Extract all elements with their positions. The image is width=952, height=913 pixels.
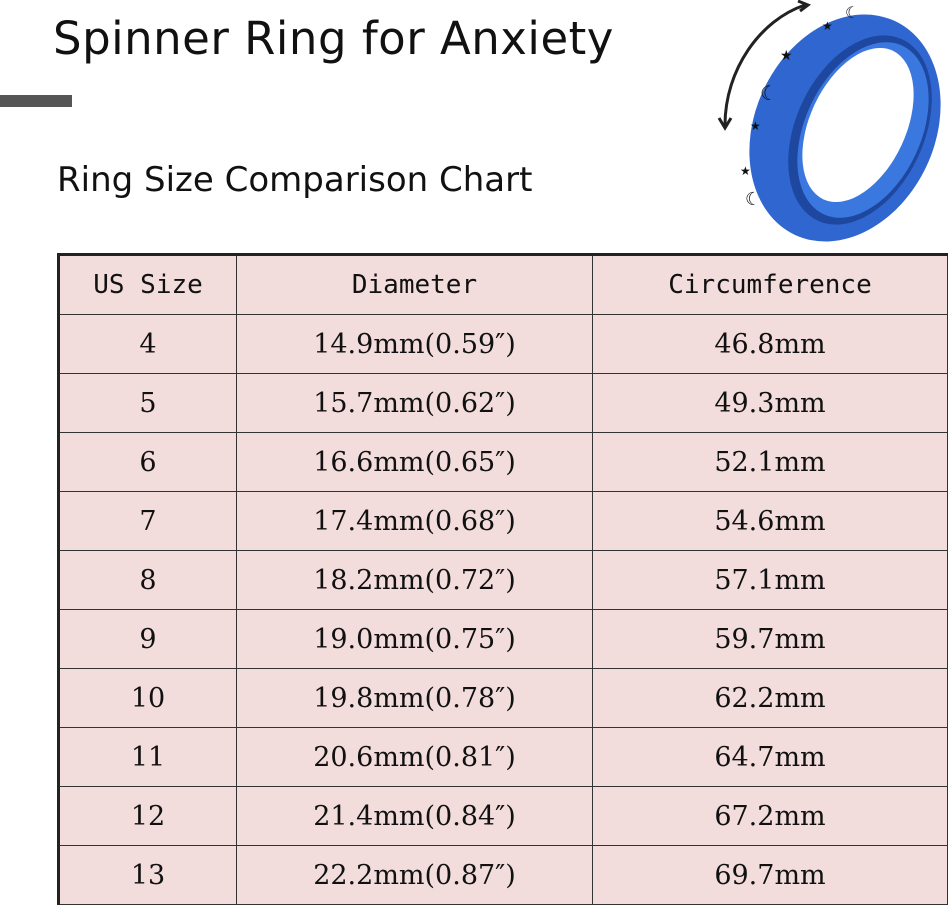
circumference-cell: 54.6mm <box>592 491 948 551</box>
circumference-cell: 59.7mm <box>592 609 948 669</box>
diameter-cell: 14.9mm(0.59″) <box>236 314 593 374</box>
circumference-cell: 52.1mm <box>592 432 948 492</box>
diameter-cell: 19.8mm(0.78″) <box>236 668 593 728</box>
circumference-cell: 46.8mm <box>592 314 948 374</box>
ring-size-table: US Size Diameter Circumference 4 14.9mm(0… <box>57 253 948 905</box>
table-row: 10 19.8mm(0.78″) 62.2mm <box>58 668 948 728</box>
table-row: 9 19.0mm(0.75″) 59.7mm <box>58 609 948 669</box>
us-size-cell: 12 <box>58 786 237 846</box>
title-underline-bar <box>0 95 72 107</box>
table-row: 8 18.2mm(0.72″) 57.1mm <box>58 550 948 610</box>
us-size-cell: 6 <box>58 432 237 492</box>
diameter-cell: 18.2mm(0.72″) <box>236 550 593 610</box>
table-row: 7 17.4mm(0.68″) 54.6mm <box>58 491 948 551</box>
table-row: 12 21.4mm(0.84″) 67.2mm <box>58 786 948 846</box>
table-header-row: US Size Diameter Circumference <box>58 254 948 315</box>
us-size-cell: 10 <box>58 668 237 728</box>
us-size-cell: 13 <box>58 845 237 905</box>
diameter-cell: 16.6mm(0.65″) <box>236 432 593 492</box>
circumference-cell: 62.2mm <box>592 668 948 728</box>
us-size-cell: 5 <box>58 373 237 433</box>
svg-text:☾: ☾ <box>745 189 761 210</box>
page-title: Spinner Ring for Anxiety <box>53 12 614 65</box>
us-size-cell: 11 <box>58 727 237 787</box>
moon-icon: ☾ ☾ ☾ <box>745 3 859 210</box>
header-diameter: Diameter <box>236 254 593 315</box>
diameter-cell: 20.6mm(0.81″) <box>236 727 593 787</box>
diameter-cell: 21.4mm(0.84″) <box>236 786 593 846</box>
svg-text:☾: ☾ <box>760 81 778 105</box>
circumference-cell: 69.7mm <box>592 845 948 905</box>
diameter-cell: 22.2mm(0.87″) <box>236 845 593 905</box>
us-size-cell: 8 <box>58 550 237 610</box>
table-row: 5 15.7mm(0.62″) 49.3mm <box>58 373 948 433</box>
table-row: 13 22.2mm(0.87″) 69.7mm <box>58 845 948 905</box>
rotate-arrow-icon <box>717 0 812 131</box>
us-size-cell: 7 <box>58 491 237 551</box>
circumference-cell: 67.2mm <box>592 786 948 846</box>
diameter-cell: 15.7mm(0.62″) <box>236 373 593 433</box>
circumference-cell: 49.3mm <box>592 373 948 433</box>
svg-text:★: ★ <box>740 164 751 178</box>
star-icon: ★ ★ ★ ★ <box>740 19 833 178</box>
svg-text:☾: ☾ <box>845 3 859 22</box>
header-circumference: Circumference <box>592 254 948 315</box>
table-row: 6 16.6mm(0.65″) 52.1mm <box>58 432 948 492</box>
diameter-cell: 19.0mm(0.75″) <box>236 609 593 669</box>
us-size-cell: 4 <box>58 314 237 374</box>
svg-text:★: ★ <box>750 119 761 133</box>
diameter-cell: 17.4mm(0.68″) <box>236 491 593 551</box>
circumference-cell: 57.1mm <box>592 550 948 610</box>
table-row: 11 20.6mm(0.81″) 64.7mm <box>58 727 948 787</box>
us-size-cell: 9 <box>58 609 237 669</box>
chart-subtitle: Ring Size Comparison Chart <box>57 160 533 200</box>
svg-text:★: ★ <box>822 19 833 33</box>
header-us-size: US Size <box>58 254 237 315</box>
circumference-cell: 64.7mm <box>592 727 948 787</box>
table-row: 4 14.9mm(0.59″) 46.8mm <box>58 314 948 374</box>
spinner-ring-image: ★ ★ ★ ★ ☾ ☾ ☾ <box>717 0 941 242</box>
svg-text:★: ★ <box>780 48 793 64</box>
